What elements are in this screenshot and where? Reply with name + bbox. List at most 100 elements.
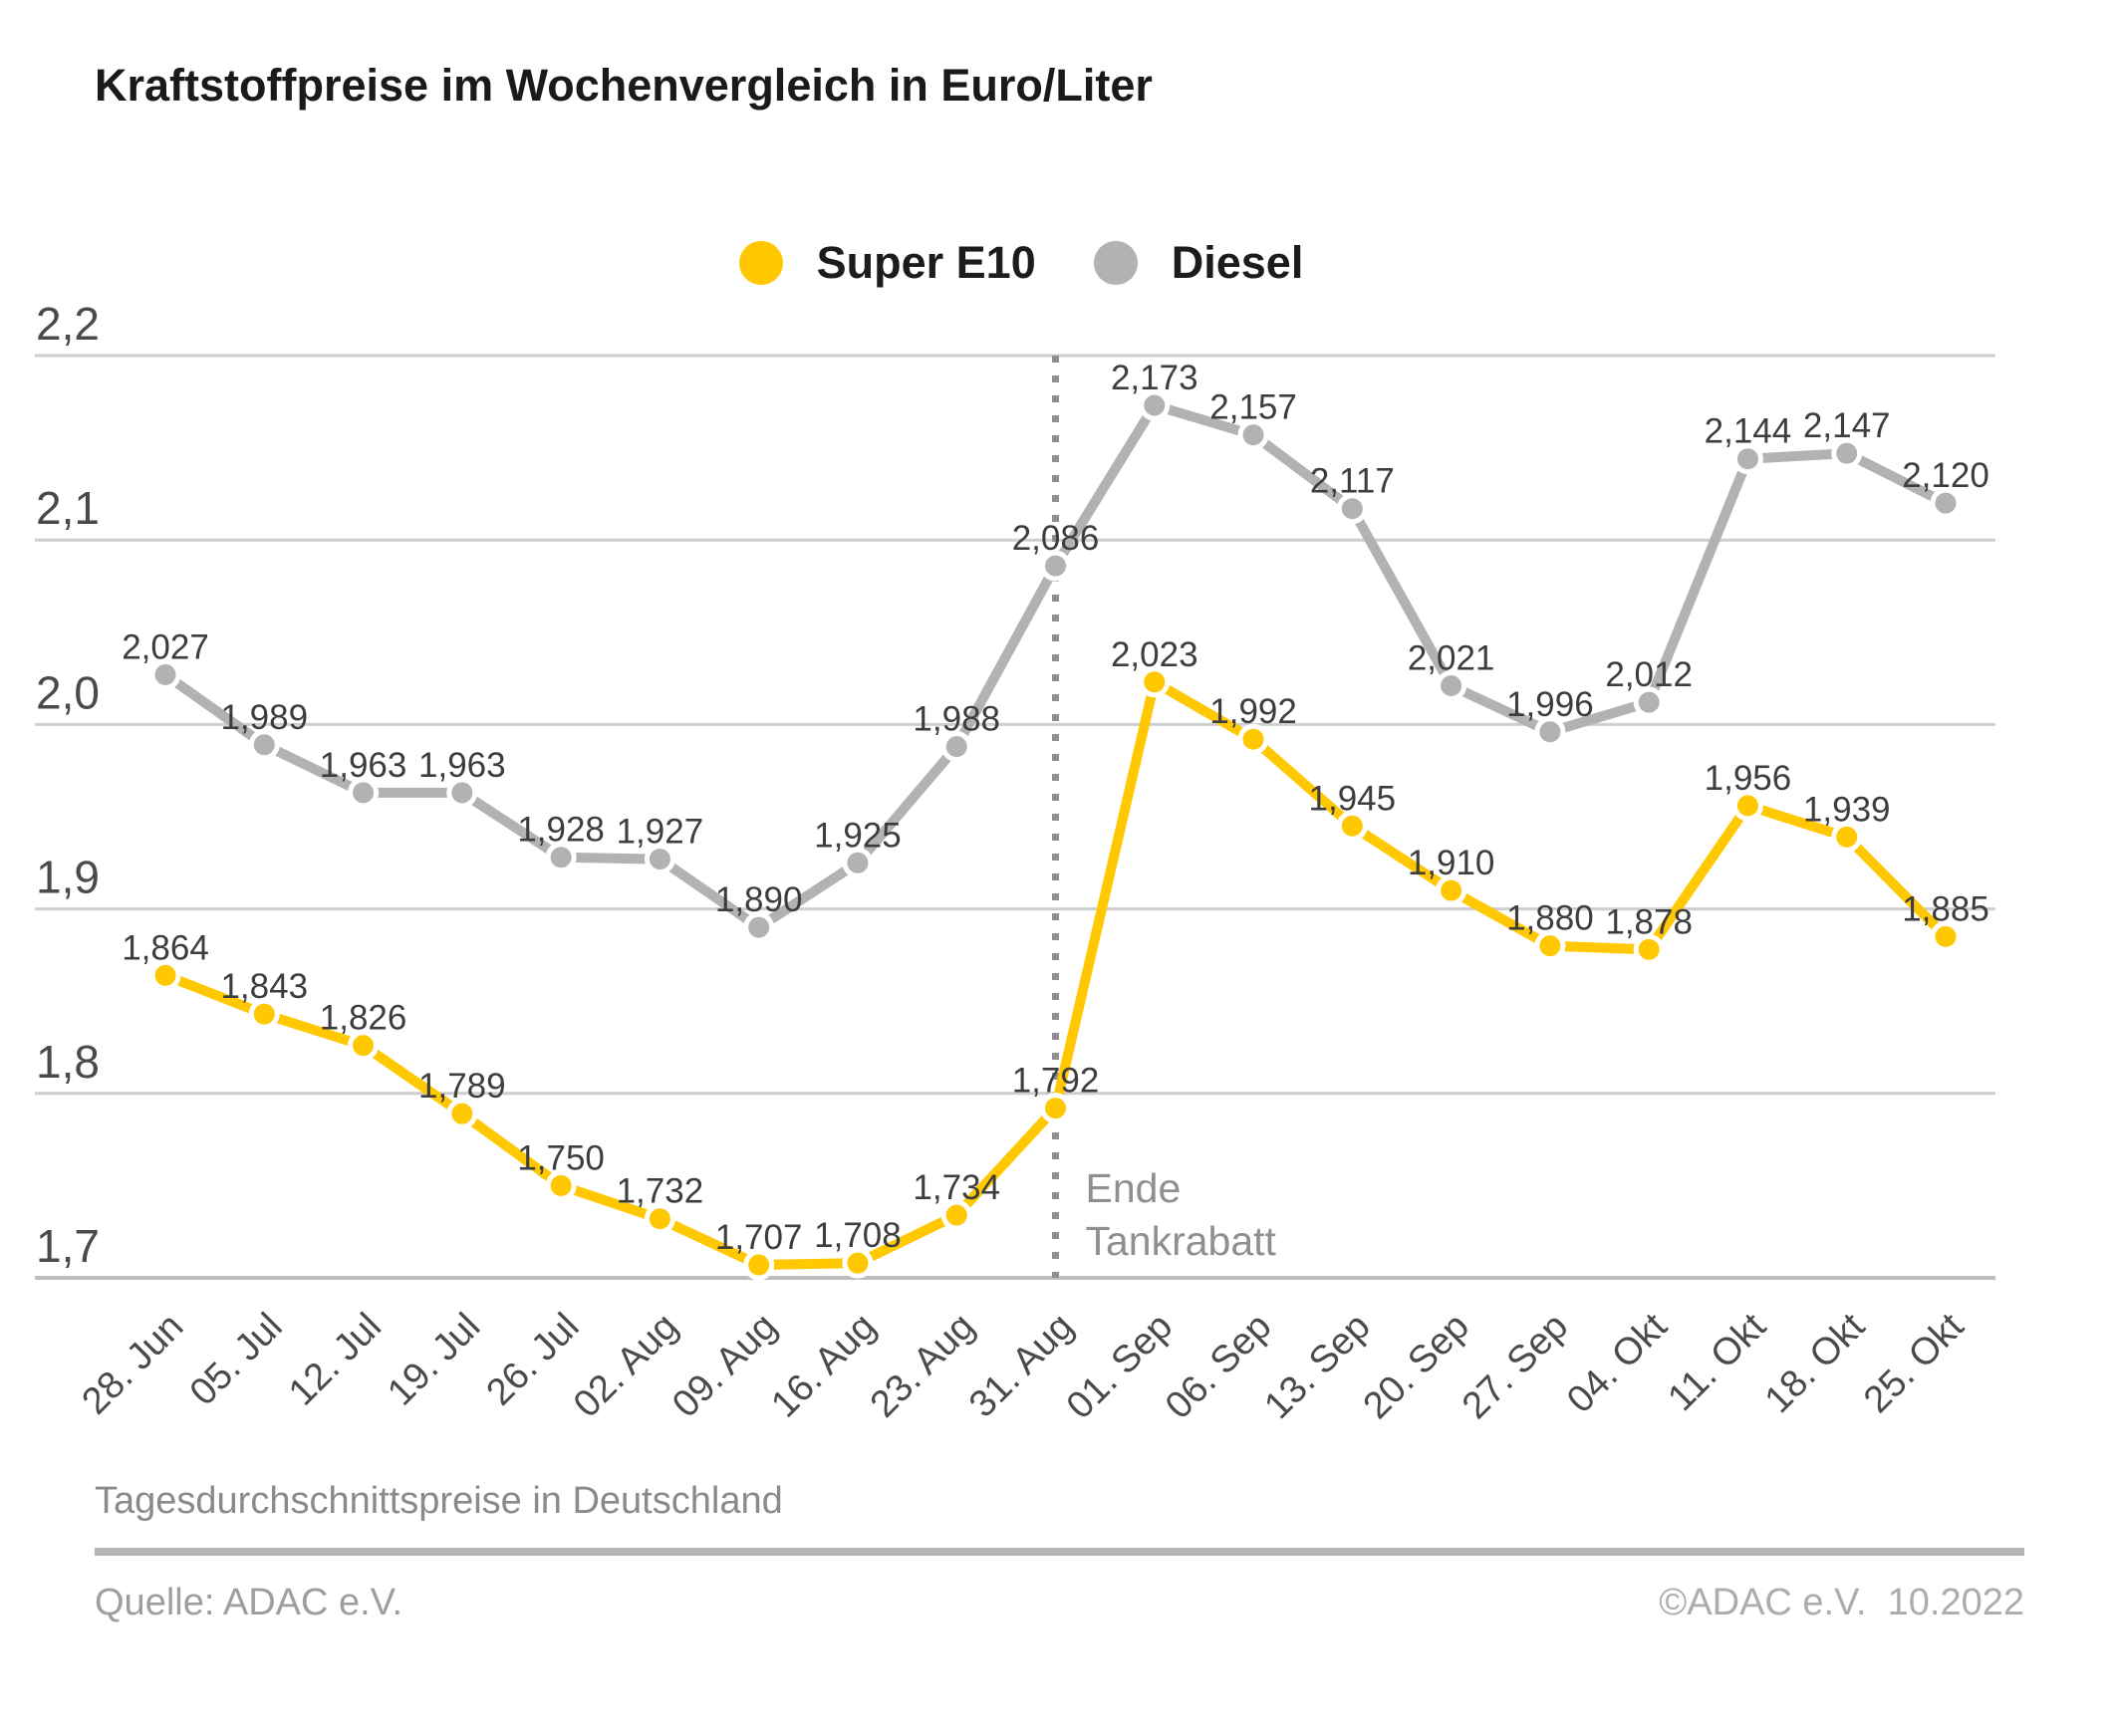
value-label-super-e10-11-okt: 1,956 [1705,759,1792,798]
marker-diesel-04-okt [1633,686,1665,718]
value-label-super-e10-27-sep: 1,880 [1506,899,1594,938]
marker-diesel-11-okt [1731,443,1763,475]
marker-diesel-23-aug [940,731,972,763]
copyright-label: ©ADAC e.V. 10.2022 [1659,1582,2024,1623]
marker-diesel-16-aug [842,847,874,878]
marker-super-e10-11-okt [1731,790,1763,822]
marker-diesel-26-jul [545,842,577,873]
marker-diesel-27-sep [1534,716,1566,748]
y-tick-1-7: 1,7 [36,1220,100,1272]
value-label-diesel-16-aug: 1,925 [814,816,902,855]
legend-item-super-e10: Super E10 [738,237,1036,289]
x-tick-27-sep: 27. Sep [1455,1306,1576,1427]
value-label-diesel-02-aug: 1,927 [617,813,704,852]
marker-super-e10-23-aug [940,1199,972,1231]
y-tick-1-8: 1,8 [36,1036,100,1088]
value-label-super-e10-12-jul: 1,826 [320,999,407,1038]
value-label-super-e10-20-sep: 1,910 [1408,844,1495,882]
marker-diesel-31-aug [1040,550,1071,582]
value-label-diesel-11-okt: 2,144 [1705,412,1792,451]
legend-dot-diesel-icon [1093,241,1138,285]
value-label-diesel-25-okt: 2,120 [1902,456,1989,495]
marker-super-e10-13-sep [1336,810,1368,842]
marker-super-e10-19-jul [446,1098,478,1129]
marker-diesel-19-jul [446,777,478,809]
value-label-diesel-04-okt: 2,012 [1605,655,1693,694]
value-label-super-e10-05-jul: 1,843 [220,967,308,1006]
value-label-super-e10-28-jun: 1,864 [122,928,209,967]
marker-super-e10-01-sep [1139,666,1171,698]
value-label-super-e10-25-okt: 1,885 [1902,889,1989,928]
x-tick-16-aug: 16. Aug [763,1306,884,1426]
value-label-diesel-27-sep: 1,996 [1506,685,1594,724]
marker-diesel-25-okt [1930,487,1962,519]
x-tick-13-sep: 13. Sep [1256,1306,1378,1427]
value-label-diesel-01-sep: 2,173 [1111,359,1198,397]
value-label-super-e10-13-sep: 1,945 [1309,779,1397,818]
marker-super-e10-12-jul [348,1030,380,1062]
legend-dot-super-e10-icon [738,241,783,285]
value-label-super-e10-23-aug: 1,734 [913,1168,1000,1207]
value-label-super-e10-26-jul: 1,750 [517,1138,605,1177]
value-label-diesel-28-jun: 2,027 [122,627,209,666]
marker-super-e10-04-okt [1633,933,1665,965]
x-tick-12-jul: 12. Jul [281,1306,390,1414]
x-tick-23-aug: 23. Aug [863,1306,983,1426]
x-tick-31-aug: 31. Aug [961,1306,1082,1426]
value-label-super-e10-04-okt: 1,878 [1605,902,1693,941]
chart-title: Kraftstoffpreise im Wochenvergleich in E… [95,60,1153,111]
x-tick-28-jun: 28. Jun [75,1306,192,1423]
y-tick-2-0: 2,0 [36,666,100,718]
marker-super-e10-09-aug [743,1249,775,1281]
value-label-diesel-05-jul: 1,989 [220,698,308,737]
x-tick-19-jul: 19. Jul [380,1306,488,1414]
x-tick-01-sep: 01. Sep [1059,1306,1181,1427]
value-label-diesel-23-aug: 1,988 [913,700,1000,739]
marker-super-e10-02-aug [644,1203,675,1235]
x-tick-05-jul: 05. Jul [182,1306,291,1414]
value-label-super-e10-09-aug: 1,707 [715,1218,803,1257]
marker-super-e10-27-sep [1534,930,1566,962]
value-label-diesel-31-aug: 2,086 [1012,519,1100,558]
y-tick-1-9: 1,9 [36,852,100,903]
value-label-diesel-19-jul: 1,963 [418,746,506,785]
marker-diesel-12-jul [348,777,380,809]
annotation-label-line1: Ende [1086,1165,1182,1211]
value-label-diesel-06-sep: 2,157 [1209,388,1297,427]
marker-super-e10-16-aug [842,1247,874,1279]
marker-super-e10-06-sep [1237,723,1269,755]
x-tick-04-okt: 04. Okt [1559,1305,1676,1421]
marker-diesel-05-jul [248,729,280,761]
chart-footnote: Tagesdurchschnittspreise in Deutschland [95,1480,783,1522]
marker-super-e10-31-aug [1040,1093,1071,1124]
marker-diesel-28-jun [149,658,181,690]
marker-diesel-01-sep [1139,389,1171,421]
marker-super-e10-05-jul [248,998,280,1030]
legend-item-diesel: Diesel [1093,237,1303,289]
value-label-super-e10-18-okt: 1,939 [1803,790,1891,829]
marker-diesel-09-aug [743,911,775,943]
x-tick-18-okt: 18. Okt [1757,1305,1874,1421]
x-tick-02-aug: 02. Aug [566,1306,686,1426]
value-label-diesel-26-jul: 1,928 [517,811,605,850]
x-tick-11-okt: 11. Okt [1660,1305,1774,1419]
value-label-super-e10-01-sep: 2,023 [1111,635,1198,674]
value-label-diesel-20-sep: 2,021 [1408,639,1495,678]
value-label-diesel-09-aug: 1,890 [715,880,803,919]
legend-label-super-e10: Super E10 [816,237,1036,288]
x-tick-20-sep: 20. Sep [1356,1306,1477,1427]
marker-super-e10-28-jun [149,959,181,991]
source-label: Quelle: ADAC e.V. [95,1582,403,1623]
value-label-super-e10-19-jul: 1,789 [418,1067,506,1106]
value-label-super-e10-02-aug: 1,732 [617,1172,704,1211]
value-label-super-e10-06-sep: 1,992 [1209,692,1297,731]
legend: Super E10 Diesel [0,237,2042,289]
y-tick-2-2: 2,2 [36,298,100,350]
marker-super-e10-25-okt [1930,920,1962,952]
footer-divider [95,1548,2024,1556]
value-label-super-e10-16-aug: 1,708 [814,1216,902,1255]
value-label-diesel-13-sep: 2,117 [1310,462,1395,501]
marker-diesel-20-sep [1436,670,1467,702]
x-tick-09-aug: 09. Aug [664,1306,785,1426]
